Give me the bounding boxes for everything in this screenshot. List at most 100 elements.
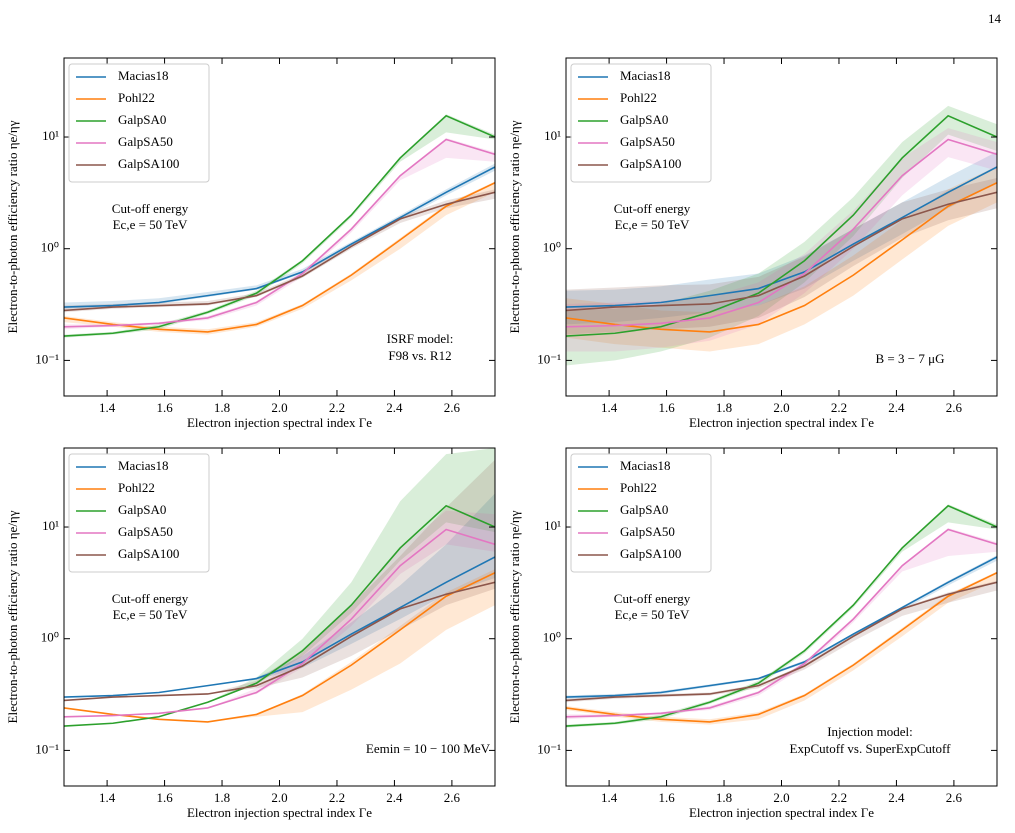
x-tick-label: 2.2 [329,790,345,805]
note: B = 3 − 7 μG [876,351,945,366]
plot-area [566,105,997,366]
uncertainty-band [64,569,495,722]
uncertainty-band [64,138,495,330]
series-line [64,166,495,308]
y-axis-label: Electron-to-photon efficiency ratio ηe/η… [5,510,20,723]
x-axis-label: Electron injection spectral index Γe [689,805,874,820]
legend-label: GalpSA100 [620,156,681,171]
legend-label: GalpSA50 [620,134,675,149]
x-tick-label: 2.6 [946,400,963,415]
note: ExpCutoff vs. SuperExpCutoff [790,741,952,756]
plot-area [64,448,495,727]
note: Eemin = 10 − 100 MeV [366,741,491,756]
panel: 1.4 1.6 1.8 2.0 2.2 2.4 2.6 10⁻¹ 10⁰ 10¹ Electron … [5,447,496,820]
plot-area [566,504,997,728]
y-tick-label: 10¹ [544,128,561,143]
x-axis-label: Electron injection spectral index Γe [689,415,874,430]
legend-label: GalpSA50 [118,134,173,149]
y-tick-label: 10⁻¹ [537,741,561,756]
x-tick-label: 2.0 [271,790,287,805]
y-tick-label: 10⁰ [41,240,59,255]
annotation: Ec,e = 50 TeV [615,607,690,622]
y-tick-label: 10¹ [544,518,561,533]
annotation: Cut-off energy [614,201,691,216]
x-tick-label: 2.6 [444,790,461,805]
series-line [566,556,997,698]
series-line [566,138,997,328]
legend-label: GalpSA50 [620,524,675,539]
legend-label: Macias18 [620,458,671,473]
legend-box [570,63,712,183]
x-tick-label: 1.8 [716,400,732,415]
note: Injection model: [827,724,913,739]
x-tick-label: 1.6 [156,400,173,415]
x-tick-label: 1.8 [214,790,230,805]
legend-label: GalpSA50 [118,524,173,539]
uncertainty-band [64,448,495,727]
annotation: Cut-off energy [614,591,691,606]
legend-box [68,453,210,573]
x-tick-label: 1.8 [214,400,230,415]
x-tick-label: 1.4 [99,400,116,415]
y-tick-label: 10¹ [42,128,59,143]
legend-box [570,453,712,573]
legend-label: GalpSA100 [118,546,179,561]
uncertainty-band [566,528,997,720]
series-line [566,166,997,308]
annotation: Cut-off energy [112,201,189,216]
x-tick-label: 2.2 [831,400,847,415]
y-axis-label: Electron-to-photon efficiency ratio ηe/η… [507,510,522,723]
uncertainty-band [64,493,495,698]
x-tick-label: 1.4 [99,790,116,805]
legend-label: Macias18 [118,458,169,473]
series-line [64,504,495,727]
legend-label: Pohl22 [620,480,657,495]
series-line [64,181,495,333]
plot-area [64,114,495,338]
x-tick-label: 1.6 [156,790,173,805]
page-number: 14 [988,11,1002,26]
y-tick-label: 10⁰ [41,630,59,645]
x-tick-label: 2.0 [271,400,287,415]
x-tick-label: 2.6 [444,400,461,415]
series-line [64,191,495,312]
series-line [566,528,997,718]
x-tick-label: 2.4 [386,790,403,805]
note: F98 vs. R12 [388,348,451,363]
series-line [566,581,997,702]
annotation: Cut-off energy [112,591,189,606]
x-tick-label: 1.8 [716,790,732,805]
legend-label: Pohl22 [620,90,657,105]
x-tick-label: 2.2 [329,400,345,415]
y-tick-label: 10⁰ [543,240,561,255]
annotation: Ec,e = 50 TeV [113,217,188,232]
y-axis-label: Electron-to-photon efficiency ratio ηe/η… [507,120,522,333]
legend-label: GalpSA0 [620,112,668,127]
y-tick-label: 10⁻¹ [35,741,59,756]
uncertainty-band [64,459,495,701]
y-tick-label: 10⁰ [543,630,561,645]
series-line [566,504,997,727]
uncertainty-band [64,189,495,313]
x-tick-label: 1.4 [601,790,618,805]
legend-label: Pohl22 [118,480,155,495]
series-line [566,114,997,337]
series-line [566,191,997,312]
x-axis-label: Electron injection spectral index Γe [187,415,372,430]
panel: 1.4 1.6 1.8 2.0 2.2 2.4 2.6 10⁻¹ 10⁰ 10¹ Electron … [5,57,496,430]
legend-label: GalpSA0 [118,112,166,127]
x-tick-label: 1.6 [658,400,675,415]
series-line [64,571,495,723]
legend-label: GalpSA0 [620,502,668,517]
y-tick-label: 10⁻¹ [537,351,561,366]
x-tick-label: 2.4 [888,400,905,415]
x-tick-label: 2.4 [888,790,905,805]
series-line [64,138,495,328]
legend-label: Macias18 [118,68,169,83]
series-line [64,114,495,337]
panel: 1.4 1.6 1.8 2.0 2.2 2.4 2.6 10⁻¹ 10⁰ 10¹ Electron … [507,447,998,820]
annotation: Ec,e = 50 TeV [615,217,690,232]
annotation: Ec,e = 50 TeV [113,607,188,622]
series-line [64,556,495,698]
